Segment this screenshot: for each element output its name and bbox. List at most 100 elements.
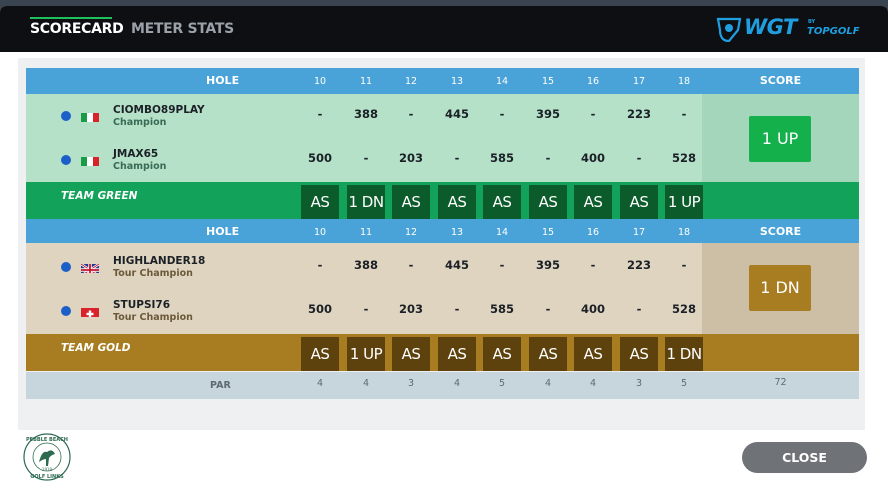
hole-score: 445 bbox=[444, 258, 469, 272]
logo-topgolf-text: TOPGOLF bbox=[807, 26, 860, 37]
hole-number: 12 bbox=[404, 76, 418, 87]
player-row: JMAX65 Champion 500 - 203 - 585 - 400 - 528 bbox=[26, 138, 702, 182]
hole-number: 16 bbox=[586, 227, 600, 238]
match-status-box: AS bbox=[620, 185, 658, 219]
hole-score: - bbox=[363, 151, 369, 165]
player-title: Tour Champion bbox=[113, 268, 193, 279]
player-name[interactable]: HIGHLANDER18 bbox=[113, 255, 206, 267]
hole-label: HOLE bbox=[206, 74, 240, 87]
team-gold-players: HIGHLANDER18 Tour Champion -388-445-395-22… bbox=[26, 243, 859, 334]
score-label: SCORE bbox=[759, 225, 802, 238]
pebble-beach-logo: PEBBLE BEACH GOLF LINKS 1919 bbox=[23, 433, 71, 481]
tab-scorecard[interactable]: SCORECARD bbox=[30, 21, 124, 37]
hole-score: 400 bbox=[580, 302, 605, 316]
hole-number: 18 bbox=[677, 227, 691, 238]
player-status-dot bbox=[61, 111, 71, 121]
team-gold-score-extension bbox=[702, 334, 859, 371]
uk-flag-icon bbox=[81, 261, 99, 273]
player-status-dot bbox=[61, 306, 71, 316]
match-status-box: 1 DN bbox=[665, 337, 703, 371]
active-tab-indicator bbox=[30, 17, 112, 19]
hole-score: - bbox=[317, 107, 323, 121]
par-value: 4 bbox=[362, 378, 370, 389]
score-label: SCORE bbox=[759, 74, 802, 87]
hole-score: - bbox=[545, 302, 551, 316]
match-status-box: AS bbox=[301, 185, 339, 219]
team-gold-name: TEAM GOLD bbox=[61, 342, 131, 354]
hole-score: 223 bbox=[626, 258, 651, 272]
pebble-beach-top-text: PEBBLE BEACH bbox=[26, 437, 68, 443]
hole-score: 500 bbox=[307, 302, 332, 316]
player-status-dot bbox=[61, 155, 71, 165]
hole-score: - bbox=[454, 151, 460, 165]
hole-score: 203 bbox=[398, 302, 423, 316]
italy-flag-icon bbox=[81, 110, 99, 122]
hole-score: - bbox=[454, 302, 460, 316]
player-name[interactable]: JMAX65 bbox=[113, 148, 159, 160]
par-row: PAR 72 4 4 3 4 5 4 4 3 5 bbox=[26, 372, 859, 399]
par-value: 5 bbox=[680, 378, 688, 389]
hole-number: 14 bbox=[495, 227, 509, 238]
player-row: HIGHLANDER18 Tour Champion - 388 - 445 - 395 - 22… bbox=[26, 245, 702, 289]
hole-header-row: HOLE SCORE 10 11 12 13 14 15 16 17 18 bbox=[26, 219, 859, 243]
par-value: 4 bbox=[316, 378, 324, 389]
hole-score: 223 bbox=[626, 107, 651, 121]
match-status-box: AS bbox=[483, 185, 521, 219]
hole-number: 18 bbox=[677, 76, 691, 87]
swiss-flag-icon bbox=[81, 305, 99, 317]
hole-score: 528 bbox=[671, 151, 696, 165]
hole-score: - bbox=[499, 107, 505, 121]
hole-score: 388 bbox=[353, 258, 378, 272]
player-row: STUPSI76 Tour Champion 500 - 203 - 585 - 400 - 528 bbox=[26, 289, 702, 333]
hole-number: 11 bbox=[359, 227, 373, 238]
hole-score: 388 bbox=[353, 107, 378, 121]
top-bar: SCORECARD METER STATS WGT BY TOPGOLF bbox=[0, 6, 888, 52]
match-status-box: AS bbox=[574, 337, 612, 371]
team-green-score-extension bbox=[702, 182, 859, 219]
hole-number: 17 bbox=[632, 227, 646, 238]
hole-number: 14 bbox=[495, 76, 509, 87]
player-name[interactable]: CIOMBO89PLAY bbox=[113, 104, 205, 116]
hole-header-row: HOLE SCORE 10 11 12 13 14 15 16 17 18 bbox=[26, 68, 859, 94]
hole-score: 585 bbox=[489, 302, 514, 316]
hole-score: - bbox=[317, 258, 323, 272]
player-name[interactable]: STUPSI76 bbox=[113, 299, 171, 311]
hole-score: 585 bbox=[489, 151, 514, 165]
par-label: PAR bbox=[210, 380, 231, 391]
par-value: 3 bbox=[635, 378, 643, 389]
match-status-box: AS bbox=[483, 337, 521, 371]
italy-flag-icon bbox=[81, 154, 99, 166]
hole-score: - bbox=[590, 258, 596, 272]
hole-number: 17 bbox=[632, 76, 646, 87]
scorecard-panel: HOLE SCORE 10 11 12 13 14 15 16 17 18 CIOMBO89PL… bbox=[18, 58, 865, 430]
hole-score: - bbox=[636, 151, 642, 165]
par-total: 72 bbox=[774, 377, 787, 388]
match-status-box: AS bbox=[301, 337, 339, 371]
hole-score: - bbox=[499, 258, 505, 272]
match-status-box: AS bbox=[392, 337, 430, 371]
tab-meter-stats[interactable]: METER STATS bbox=[131, 21, 234, 37]
match-status-box: AS bbox=[438, 185, 476, 219]
player-title: Champion bbox=[113, 161, 167, 172]
pebble-beach-year: 1919 bbox=[42, 467, 53, 472]
hole-score: 500 bbox=[307, 151, 332, 165]
hole-number: 16 bbox=[586, 76, 600, 87]
team-green-score-badge: 1 UP bbox=[749, 116, 811, 162]
hole-score: - bbox=[590, 107, 596, 121]
hole-score: - bbox=[408, 107, 414, 121]
player-title: Tour Champion bbox=[113, 312, 193, 323]
match-status-box: AS bbox=[438, 337, 476, 371]
close-button[interactable]: CLOSE bbox=[742, 442, 867, 473]
hole-score: 395 bbox=[535, 107, 560, 121]
match-status-box: 1 UP bbox=[347, 337, 385, 371]
hole-number: 10 bbox=[313, 76, 327, 87]
team-gold-match-row: TEAM GOLD AS 1 UP AS AS AS AS AS AS 1 DN bbox=[26, 334, 859, 371]
hole-score: 445 bbox=[444, 107, 469, 121]
topgolf-shield-icon bbox=[716, 17, 742, 42]
hole-score: 528 bbox=[671, 302, 696, 316]
hole-score: - bbox=[681, 107, 687, 121]
hole-number: 12 bbox=[404, 227, 418, 238]
match-status-box: 1 DN bbox=[347, 185, 385, 219]
match-status-box: AS bbox=[620, 337, 658, 371]
hole-number: 11 bbox=[359, 76, 373, 87]
